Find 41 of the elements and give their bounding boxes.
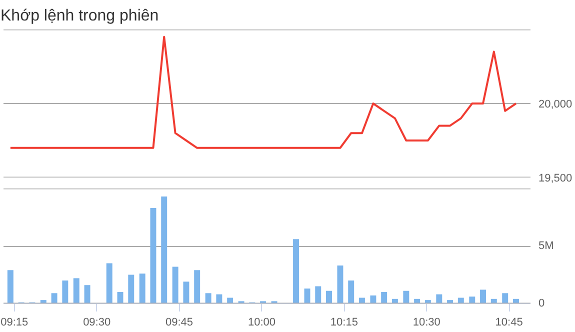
bar xyxy=(205,293,212,304)
bar xyxy=(172,266,178,304)
bar xyxy=(403,290,410,304)
x-tick-label: 10:45 xyxy=(495,316,523,328)
bar xyxy=(370,295,376,304)
bar xyxy=(216,294,222,304)
bar xyxy=(502,293,508,304)
bar xyxy=(150,208,156,304)
bar xyxy=(128,274,134,304)
bar xyxy=(62,280,68,304)
bar xyxy=(293,239,300,304)
x-tick-label: 10:15 xyxy=(330,316,358,328)
bar xyxy=(106,263,112,304)
bar xyxy=(348,280,354,304)
bar xyxy=(337,266,344,304)
bar xyxy=(84,285,90,304)
x-tick-label: 09:15 xyxy=(0,316,28,328)
x-tick-label: 09:30 xyxy=(83,316,111,328)
bar xyxy=(326,290,332,304)
bar xyxy=(315,286,322,304)
y-tick-label: 20,000 xyxy=(538,98,572,110)
bar xyxy=(436,294,442,304)
bar xyxy=(51,293,58,304)
x-tick-label: 10:30 xyxy=(412,316,440,328)
x-tick-label: 09:45 xyxy=(166,316,194,328)
bar xyxy=(161,196,168,304)
bar xyxy=(139,274,146,304)
bar xyxy=(469,296,476,304)
bar xyxy=(381,292,388,304)
y-tick-label: 0 xyxy=(538,298,545,310)
bar xyxy=(304,288,310,304)
y-tick-label: 19,500 xyxy=(538,172,572,184)
bar xyxy=(194,270,200,304)
x-tick-label: 10:00 xyxy=(248,316,276,328)
chart-title: Khớp lệnh trong phiên xyxy=(0,8,159,24)
line-series xyxy=(9,36,517,149)
bar xyxy=(480,290,486,304)
y-tick-label: 5M xyxy=(538,240,554,252)
bar xyxy=(73,278,80,304)
bar xyxy=(183,282,190,304)
bar xyxy=(7,270,14,304)
